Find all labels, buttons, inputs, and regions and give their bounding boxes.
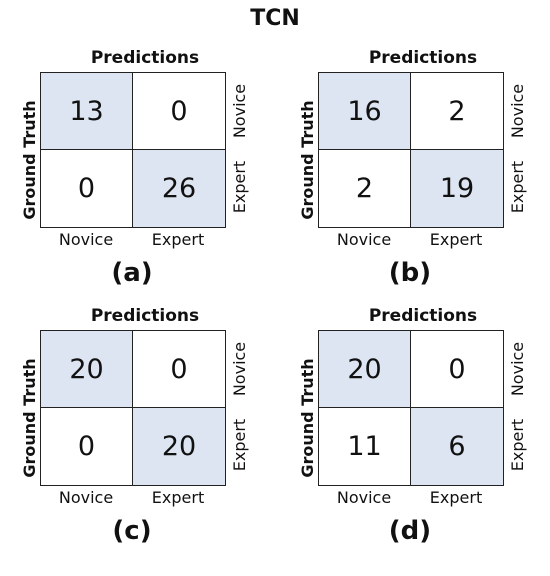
matrix-grid: 20 0 0 20 (40, 330, 226, 486)
y-axis-title: Ground Truth (298, 358, 317, 478)
column-category-label: Novice (336, 230, 392, 249)
row-category-label: Expert (508, 418, 527, 472)
row-category-label: Novice (230, 83, 249, 139)
y-axis-title: Ground Truth (20, 100, 39, 220)
confusion-matrix-panel: Predictions Ground Truth 13 0 0 26 Novice Exper… (10, 48, 270, 318)
column-category-label: Novice (58, 230, 114, 249)
x-axis-title: Predictions (90, 48, 200, 68)
matrix-grid: 13 0 0 26 (40, 72, 226, 228)
y-axis-title: Ground Truth (298, 100, 317, 220)
column-category-label: Novice (336, 488, 392, 507)
column-category-label: Novice (58, 488, 114, 507)
matrix-grid: 16 2 2 19 (318, 72, 504, 228)
column-category-label: Expert (429, 488, 483, 507)
x-axis-title: Predictions (90, 306, 200, 326)
matrix-cell-value: 0 (41, 408, 133, 485)
matrix-cell-value: 0 (411, 331, 503, 408)
matrix-grid: 20 0 11 6 (318, 330, 504, 486)
confusion-matrix-panel: Predictions Ground Truth 20 0 0 20 Novice Exper… (10, 306, 270, 576)
chart-title: TCN (250, 6, 300, 31)
confusion-matrix-panel: Predictions Ground Truth 20 0 11 6 Novice Exper… (288, 306, 548, 576)
row-category-label: Expert (508, 160, 527, 214)
row-category-label: Novice (508, 341, 527, 397)
column-category-label: Expert (429, 230, 483, 249)
matrix-cell-value: 20 (319, 331, 411, 408)
matrix-cell-value: 0 (41, 150, 133, 227)
matrix-cell-value: 0 (133, 73, 225, 150)
row-category-label: Novice (508, 83, 527, 139)
matrix-cell-value: 0 (133, 331, 225, 408)
column-category-label: Expert (151, 488, 205, 507)
x-axis-title: Predictions (368, 48, 478, 68)
matrix-cell-value: 19 (411, 150, 503, 227)
matrix-cell-value: 20 (41, 331, 133, 408)
panel-label: (c) (112, 516, 152, 546)
matrix-cell-value: 16 (319, 73, 411, 150)
panel-label: (a) (111, 258, 153, 288)
panel-label: (d) (388, 516, 432, 546)
row-category-label: Expert (230, 418, 249, 472)
y-axis-title: Ground Truth (20, 358, 39, 478)
row-category-label: Expert (230, 160, 249, 214)
matrix-cell-value: 2 (319, 150, 411, 227)
matrix-cell-value: 20 (133, 408, 225, 485)
matrix-cell-value: 11 (319, 408, 411, 485)
row-category-label: Novice (230, 341, 249, 397)
matrix-cell-value: 13 (41, 73, 133, 150)
panel-label: (b) (388, 258, 432, 288)
confusion-matrix-panel: Predictions Ground Truth 16 2 2 19 Novice Exper… (288, 48, 548, 318)
column-category-label: Expert (151, 230, 205, 249)
matrix-cell-value: 6 (411, 408, 503, 485)
x-axis-title: Predictions (368, 306, 478, 326)
matrix-cell-value: 26 (133, 150, 225, 227)
matrix-cell-value: 2 (411, 73, 503, 150)
